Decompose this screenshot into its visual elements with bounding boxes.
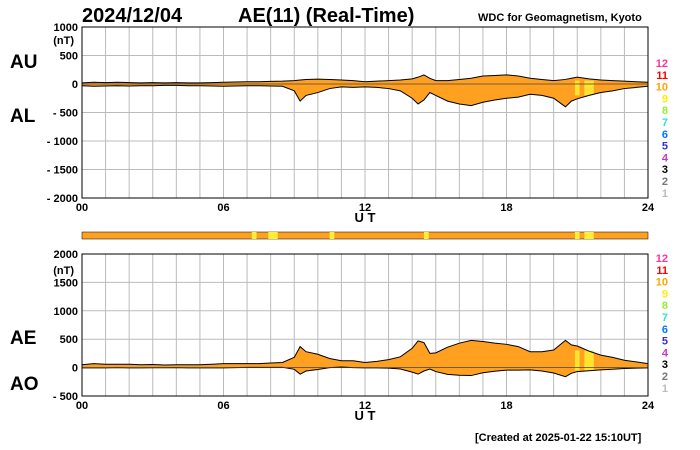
x-tick-label: 00: [76, 400, 88, 412]
y-tick-label: - 500: [53, 391, 78, 403]
station-legend-label: 6: [662, 129, 668, 141]
series-line-al: [81, 84, 649, 108]
y-tick-label: - 2000: [47, 193, 78, 205]
highlight-strip: [574, 350, 580, 371]
station-legend-label: 4: [662, 347, 669, 359]
station-legend-label: 1: [662, 188, 668, 200]
station-legend-label: 8: [662, 105, 668, 117]
station-legend-label: 4: [662, 152, 669, 164]
station-legend-label: 12: [656, 58, 668, 70]
station-legend-label: 11: [656, 265, 668, 277]
status-bar-highlight: [574, 232, 580, 239]
series-label-au: AU: [10, 52, 37, 73]
station-legend-label: 2: [662, 176, 668, 188]
station-legend-label: 12: [656, 253, 668, 265]
y-tick-label: 2000: [54, 249, 78, 261]
station-legend-label: 2: [662, 371, 668, 383]
panel-1: [81, 26, 649, 199]
x-tick-label: 24: [642, 400, 655, 412]
created-timestamp: [Created at 2025-01-22 15:10UT]: [475, 432, 642, 444]
chart-title: AE(11) (Real-Time): [238, 5, 415, 27]
station-legend-label: 1: [662, 383, 668, 395]
status-bar-highlight: [329, 232, 335, 239]
y-tick-label: - 1500: [47, 165, 78, 177]
y-tick-label: 1500: [54, 277, 78, 289]
series-line-ae: [81, 339, 649, 366]
status-bar-highlight: [584, 232, 594, 239]
y-tick-label: 0: [72, 363, 78, 375]
status-bar-highlight: [423, 232, 429, 239]
station-legend-label: 8: [662, 300, 668, 312]
chart-date: 2024/12/04: [82, 5, 183, 27]
y-tick-label: 500: [60, 334, 78, 346]
x-tick-label: 12: [359, 400, 371, 412]
x-tick-label: 18: [500, 400, 512, 412]
y-tick-label: 0: [72, 79, 78, 91]
x-tick-label: 12: [359, 202, 371, 214]
status-bar: [81, 231, 649, 240]
x-tick-label: 06: [217, 400, 229, 412]
station-legend-label: 6: [662, 324, 668, 336]
y-tick-label: - 500: [53, 108, 78, 120]
station-legend-label: 5: [662, 141, 668, 153]
station-legend-label: 10: [656, 82, 668, 94]
station-legend-label: 7: [662, 117, 668, 129]
highlight-strip: [574, 80, 580, 96]
series-label-ae: AE: [10, 328, 36, 349]
highlight-strip: [584, 80, 594, 96]
x-tick-label: 06: [217, 202, 229, 214]
station-legend-label: 9: [662, 288, 668, 300]
station-legend-label: 7: [662, 312, 668, 324]
series-label-al: AL: [10, 106, 36, 127]
y-tick-label: - 1000: [47, 136, 78, 148]
y-tick-label: 500: [60, 51, 78, 63]
station-legend-label: 3: [662, 359, 668, 371]
station-legend-label: 10: [656, 277, 668, 289]
series-line-au: [81, 74, 649, 84]
x-tick-label: 18: [500, 202, 512, 214]
y-tick-label: 1000: [54, 22, 78, 34]
station-legend-label: 3: [662, 164, 668, 176]
status-bar-highlight: [251, 232, 257, 239]
y-axis-label: (nT): [53, 35, 74, 47]
highlight-strip: [584, 350, 594, 371]
station-legend-label: 9: [662, 93, 668, 105]
x-axis-label: U T: [355, 210, 376, 225]
source-label: WDC for Geomagnetism, Kyoto: [478, 12, 642, 24]
y-tick-label: 1000: [54, 306, 78, 318]
panel-2: [81, 253, 649, 397]
status-bar-base: [81, 231, 649, 240]
station-legend-label: 5: [662, 336, 668, 348]
plot-frame: [81, 26, 649, 199]
series-label-ao: AO: [10, 374, 39, 395]
y-axis-label: (nT): [53, 265, 74, 277]
plot-frame: [81, 253, 649, 397]
x-tick-label: 24: [642, 202, 655, 214]
area-fill: [82, 74, 648, 107]
status-bar-highlight: [268, 232, 278, 239]
x-tick-label: 00: [76, 202, 88, 214]
station-legend-label: 11: [656, 70, 668, 82]
x-axis-label: U T: [355, 408, 376, 423]
